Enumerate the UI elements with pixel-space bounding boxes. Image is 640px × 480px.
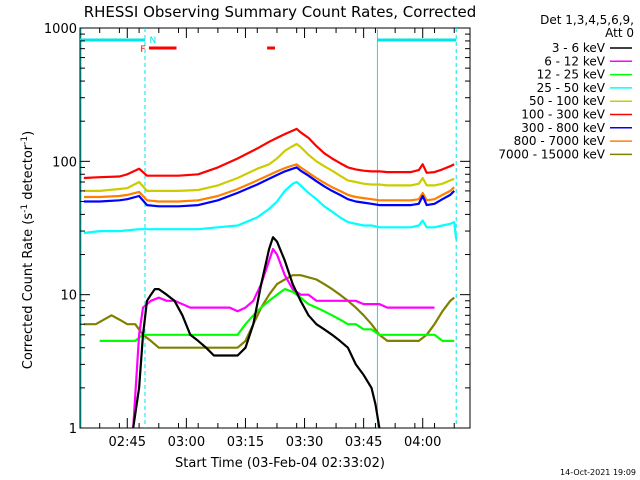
series-line (83, 166, 455, 208)
legend-label: 300 - 800 keV (521, 121, 605, 135)
legend-label: 25 - 50 keV (537, 81, 606, 95)
series-line (83, 180, 458, 240)
x-tick-label: 03:30 (286, 435, 323, 450)
x-tick-label: 02:45 (109, 435, 146, 450)
x-axis-label: Start Time (03-Feb-04 02:33:02) (175, 456, 385, 471)
y-axis-label-sup1: -1 (20, 204, 30, 213)
legend-header-attenuator: Att 0 (605, 26, 634, 40)
x-tick-label: 03:15 (227, 435, 264, 450)
plot-area: FN (79, 27, 471, 429)
series-line (83, 142, 455, 192)
series-line (99, 288, 455, 342)
y-axis-label-mid: detector (21, 144, 36, 204)
y-tick-label: 1000 (44, 22, 77, 37)
y-axis: 1 10 100 1000 (44, 22, 470, 437)
series-group (83, 127, 458, 428)
legend-label: 6 - 12 keV (544, 54, 606, 68)
footer-date: 14-Oct-2021 19:09 (560, 468, 636, 477)
series-line (83, 274, 455, 349)
legend-label: 50 - 100 keV (529, 94, 606, 108)
y-axis-label-main: Corrected Count Rate (s (21, 213, 36, 370)
flag-label: F (140, 45, 145, 55)
x-tick-label: 04:00 (404, 435, 441, 450)
y-axis-label-end: ) (21, 131, 36, 136)
x-tick-label: 03:00 (168, 435, 205, 450)
x-axis: 02:45 03:00 03:15 03:30 03:45 04:00 (79, 28, 455, 450)
series-line (83, 127, 455, 180)
y-tick-label: 10 (60, 289, 77, 304)
y-axis-label-sup2: -1 (20, 136, 30, 145)
flag-label: N (150, 36, 157, 46)
legend-label: 800 - 7000 keV (514, 134, 606, 148)
series-line (132, 247, 435, 428)
legend-header-detectors: Det 1,3,4,5,6,9, (540, 13, 634, 27)
series-line (83, 163, 455, 203)
legend-label: 7000 - 15000 keV (498, 147, 605, 161)
y-axis-label: Corrected Count Rate (s-1 detector-1) (20, 131, 36, 369)
x-tick-label: 03:45 (345, 435, 382, 450)
series-line (132, 236, 381, 428)
legend-label: 100 - 300 keV (521, 108, 605, 122)
legend-label: 12 - 25 keV (537, 68, 606, 82)
y-tick-label: 100 (52, 155, 77, 170)
plot-frame (79, 27, 471, 429)
legend-label: 3 - 6 keV (552, 41, 606, 55)
y-tick-label: 1 (69, 422, 77, 437)
chart-title: RHESSI Observing Summary Count Rates, Co… (84, 3, 477, 21)
